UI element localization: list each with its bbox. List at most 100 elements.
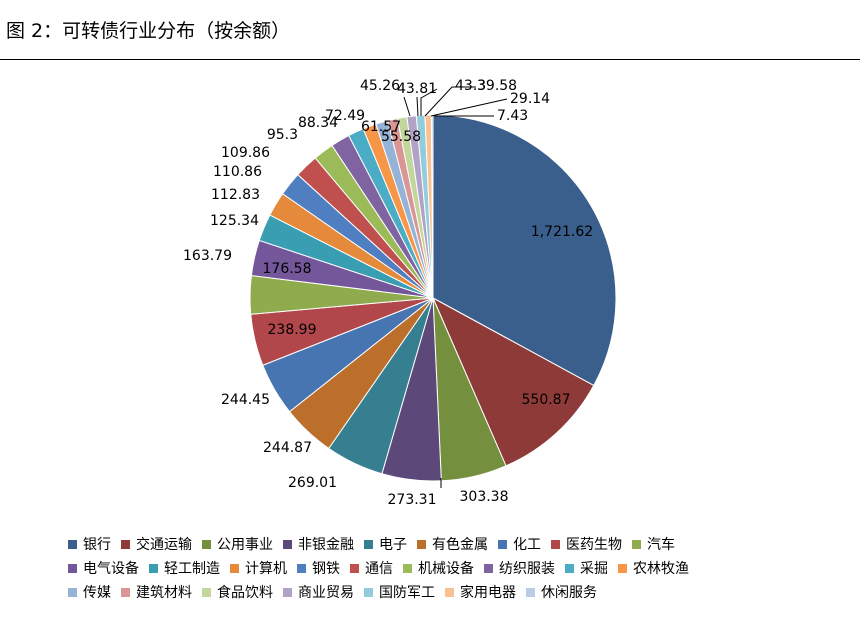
legend-item: 纺织服装 bbox=[484, 558, 555, 578]
legend-swatch bbox=[526, 587, 535, 597]
data-label: 244.45 bbox=[221, 392, 270, 408]
legend-row: 电气设备 轻工制造 计算机 钢铁 通信 机械设备 纺织服装 采掘 农林牧渔 bbox=[68, 556, 828, 580]
data-label: 238.99 bbox=[268, 322, 317, 338]
legend-item: 采掘 bbox=[565, 558, 608, 578]
legend-swatch bbox=[68, 563, 77, 573]
legend-label: 家用电器 bbox=[460, 585, 516, 601]
legend-label: 国防军工 bbox=[379, 585, 435, 601]
pie-slice-休闲服务 bbox=[430, 114, 434, 299]
legend-label: 食品饮料 bbox=[217, 585, 273, 601]
legend-swatch bbox=[230, 563, 239, 573]
legend-label: 农林牧渔 bbox=[633, 561, 689, 577]
data-label: 1,721.62 bbox=[531, 224, 593, 240]
legend-item: 电子 bbox=[364, 534, 407, 554]
legend-item: 家用电器 bbox=[445, 582, 516, 602]
legend-swatch bbox=[350, 563, 359, 573]
legend-swatch bbox=[632, 539, 641, 549]
legend-item: 食品饮料 bbox=[202, 582, 273, 602]
title-divider bbox=[0, 59, 860, 60]
legend-item: 机械设备 bbox=[403, 558, 474, 578]
pie-slice-银行 bbox=[432, 114, 617, 387]
legend-swatch bbox=[297, 563, 306, 573]
legend-item: 传媒 bbox=[68, 582, 111, 602]
legend-swatch bbox=[121, 539, 130, 549]
legend-swatch bbox=[68, 539, 77, 549]
legend-label: 计算机 bbox=[245, 561, 287, 577]
leader-line bbox=[420, 88, 438, 116]
data-label: 110.86 bbox=[213, 164, 262, 180]
legend-item: 计算机 bbox=[230, 558, 287, 578]
legend-label: 汽车 bbox=[647, 537, 675, 553]
legend-label: 建筑材料 bbox=[136, 585, 192, 601]
legend-label: 公用事业 bbox=[217, 537, 273, 553]
legend-item: 轻工制造 bbox=[149, 558, 220, 578]
chart-title: 图 2：可转债行业分布（按余额） bbox=[6, 20, 291, 42]
legend-label: 化工 bbox=[513, 537, 541, 553]
data-label: 72.49 bbox=[325, 108, 365, 124]
legend-label: 钢铁 bbox=[312, 561, 340, 577]
legend-item: 非银金融 bbox=[283, 534, 354, 554]
pie-slice-交通运输 bbox=[431, 296, 595, 467]
legend-swatch bbox=[618, 563, 627, 573]
data-label: 303.38 bbox=[460, 489, 509, 505]
legend-row: 传媒 建筑材料 食品饮料 商业贸易 国防军工 家用电器 休闲服务 bbox=[68, 580, 828, 604]
legend-item: 银行 bbox=[68, 534, 111, 554]
leader-line bbox=[403, 96, 411, 117]
legend-swatch bbox=[417, 539, 426, 549]
data-label: 125.34 bbox=[210, 213, 259, 229]
legend-item: 汽车 bbox=[632, 534, 675, 554]
legend-label: 非银金融 bbox=[298, 537, 354, 553]
legend-item: 交通运输 bbox=[121, 534, 192, 554]
data-label: 273.31 bbox=[388, 492, 437, 508]
legend-swatch bbox=[364, 587, 373, 597]
legend-label: 传媒 bbox=[83, 585, 111, 601]
data-label: 550.87 bbox=[522, 392, 571, 408]
legend-swatch bbox=[403, 563, 412, 573]
pie-chart: 1,721.62 550.87 303.38 273.31 269.01 244.87 24… bbox=[183, 78, 617, 508]
data-label: 176.58 bbox=[263, 261, 312, 277]
legend-item: 公用事业 bbox=[202, 534, 273, 554]
legend-item: 休闲服务 bbox=[526, 582, 597, 602]
legend-swatch bbox=[565, 563, 574, 573]
data-label: 95.3 bbox=[267, 127, 298, 143]
data-label: 88.34 bbox=[298, 115, 338, 131]
data-label: 7.43 bbox=[497, 108, 528, 124]
legend-label: 机械设备 bbox=[418, 561, 474, 577]
legend-swatch bbox=[283, 587, 292, 597]
legend-swatch bbox=[364, 539, 373, 549]
legend-item: 化工 bbox=[498, 534, 541, 554]
data-label: 244.87 bbox=[263, 440, 312, 456]
legend-label: 银行 bbox=[83, 537, 111, 553]
legend-label: 通信 bbox=[365, 561, 393, 577]
legend-swatch bbox=[68, 587, 77, 597]
legend-label: 电气设备 bbox=[83, 561, 139, 577]
legend-row: 银行 交通运输 公用事业 非银金融 电子 有色金属 化工 医药生物 汽车 bbox=[68, 532, 828, 556]
data-label: 55.58 bbox=[381, 129, 421, 145]
legend-swatch bbox=[551, 539, 560, 549]
data-label: 39.58 bbox=[477, 78, 517, 94]
legend-item: 钢铁 bbox=[297, 558, 340, 578]
leader-line bbox=[424, 86, 476, 117]
data-label: 109.86 bbox=[221, 145, 270, 161]
legend-label: 纺织服装 bbox=[499, 561, 555, 577]
data-label: 45.26 bbox=[360, 78, 400, 94]
legend-swatch bbox=[283, 539, 292, 549]
legend-swatch bbox=[121, 587, 130, 597]
chart-legend: 银行 交通运输 公用事业 非银金融 电子 有色金属 化工 医药生物 汽车电气设备 轻工制造 计算机 钢… bbox=[68, 532, 828, 604]
legend-item: 农林牧渔 bbox=[618, 558, 689, 578]
data-label: 163.79 bbox=[183, 248, 232, 264]
legend-label: 休闲服务 bbox=[541, 585, 597, 601]
legend-label: 采掘 bbox=[580, 561, 608, 577]
legend-item: 商业贸易 bbox=[283, 582, 354, 602]
legend-swatch bbox=[202, 587, 211, 597]
legend-swatch bbox=[484, 563, 493, 573]
data-label: 29.14 bbox=[510, 91, 550, 107]
legend-label: 有色金属 bbox=[432, 537, 488, 553]
legend-swatch bbox=[445, 587, 454, 597]
legend-item: 通信 bbox=[350, 558, 393, 578]
data-label: 43.3 bbox=[455, 78, 486, 94]
data-label: 61.57 bbox=[361, 119, 401, 135]
legend-swatch bbox=[202, 539, 211, 549]
data-label: 269.01 bbox=[288, 475, 337, 491]
legend-item: 医药生物 bbox=[551, 534, 622, 554]
